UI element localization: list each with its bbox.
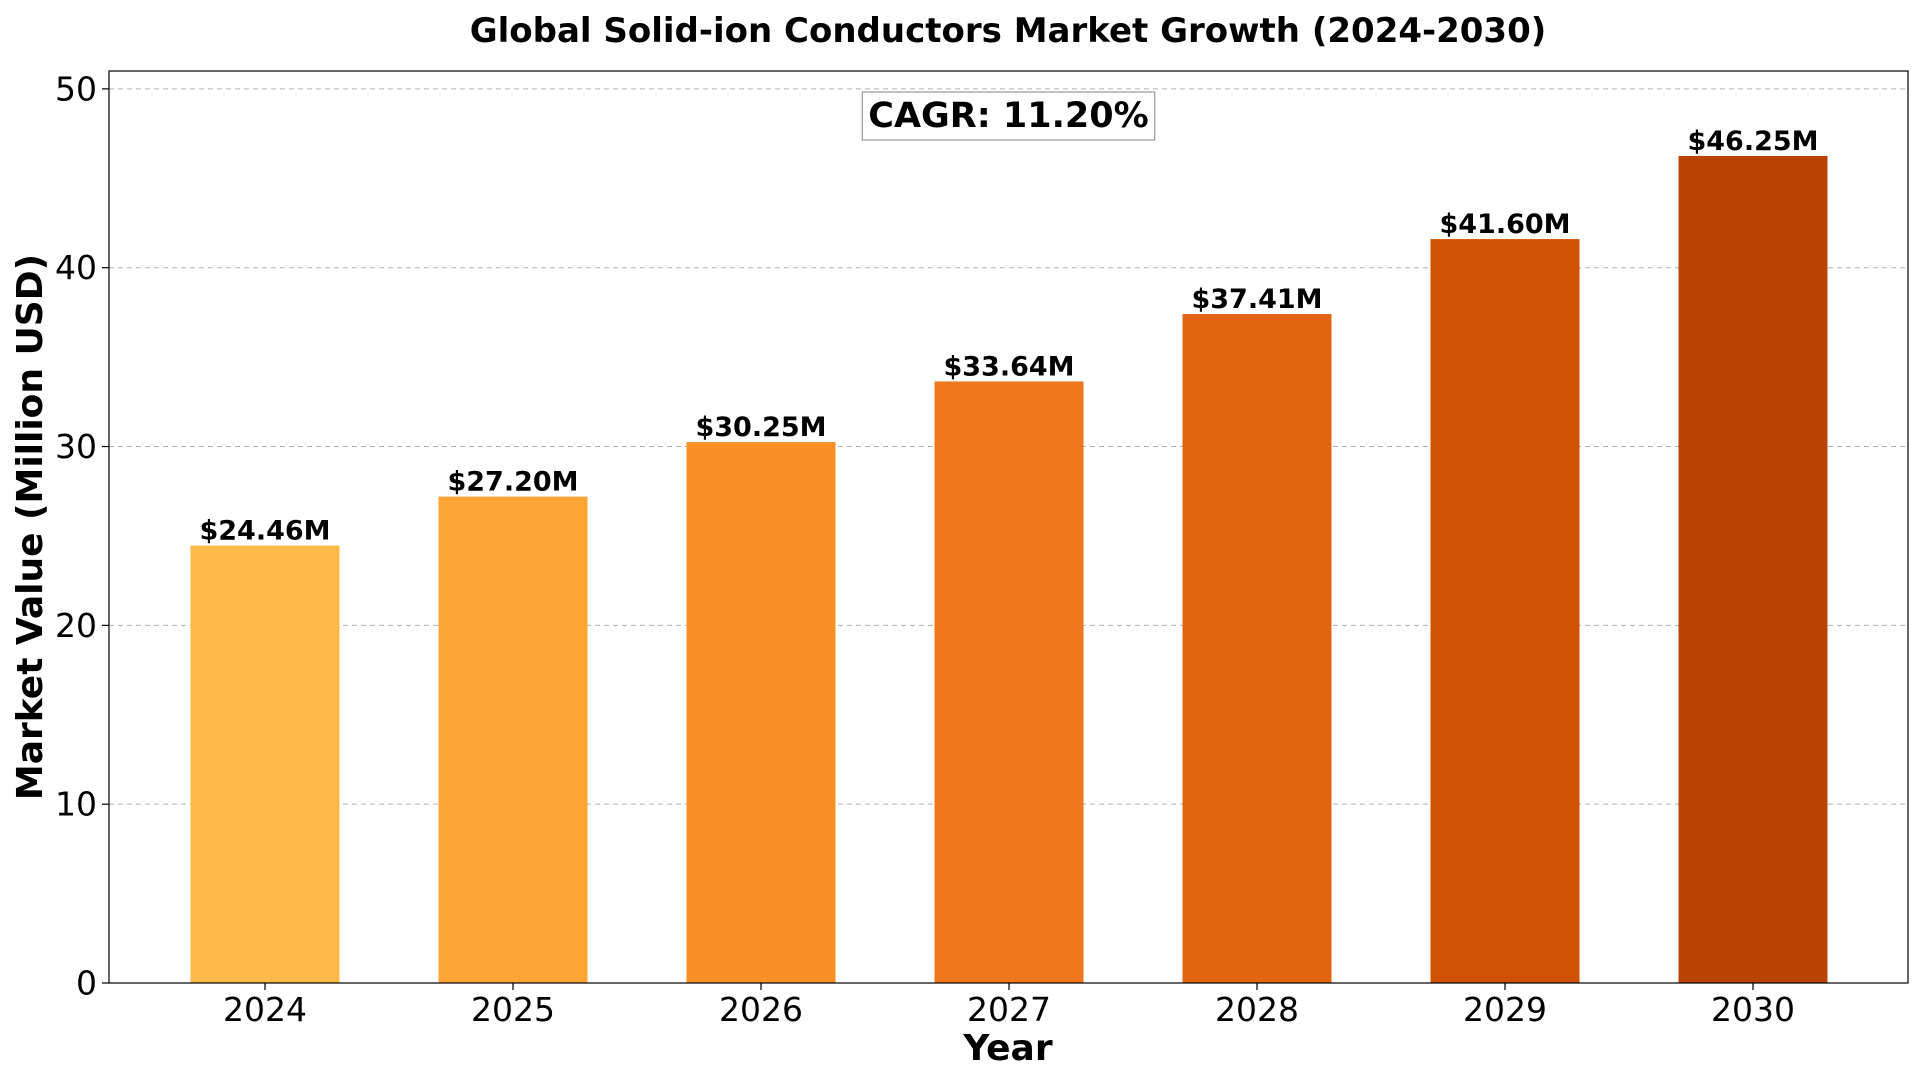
y-axis-ticks: 0 10 20 30 40 50 [55,69,109,1003]
x-axis-ticks: 2024 2025 2026 2027 2028 2029 2030 [223,983,1795,1029]
x-tick-label: 2029 [1463,990,1547,1029]
x-tick-label: 2024 [223,990,307,1029]
bar-2028 [1182,314,1332,983]
grid-layer [109,88,1908,805]
chart-title: Global Solid-ion Conductors Market Growt… [470,11,1547,51]
y-tick-label: 30 [55,427,97,466]
x-tick-label: 2026 [719,990,803,1029]
data-label: $30.25M [695,412,826,443]
y-axis-label: Market Value (Million USD) [10,254,51,800]
x-tick-label: 2028 [1215,990,1299,1029]
x-tick-label: 2025 [471,990,555,1029]
y-tick-label: 0 [76,964,97,1003]
x-axis-label: Year [962,1028,1052,1069]
x-tick-label: 2027 [967,990,1051,1029]
y-tick-label: 40 [55,248,97,287]
bar-2027 [934,381,1084,984]
data-label: $33.64M [943,351,1074,382]
bar-2026 [686,442,836,983]
data-label: $37.41M [1191,284,1322,315]
cagr-annotation-text: CAGR: 11.20% [868,96,1148,136]
bar-2024 [190,545,340,983]
data-labels: $24.46M $27.20M $30.25M $33.64M $37.41M $41.6… [199,126,1818,547]
bar-2030 [1678,155,1828,984]
bar-2025 [438,496,588,983]
cagr-annotation: CAGR: 11.20% [861,91,1156,141]
bars-layer [190,155,1828,984]
y-tick-label: 10 [55,785,97,824]
cagr-annotation-box [861,91,1156,141]
y-tick-label: 50 [55,69,97,108]
data-label: $46.25M [1687,126,1818,157]
data-label: $41.60M [1439,209,1570,240]
data-label: $27.20M [447,467,578,498]
x-tick-label: 2030 [1711,990,1795,1029]
y-tick-label: 20 [55,606,97,645]
bar-2029 [1430,239,1580,983]
data-label: $24.46M [199,516,330,547]
